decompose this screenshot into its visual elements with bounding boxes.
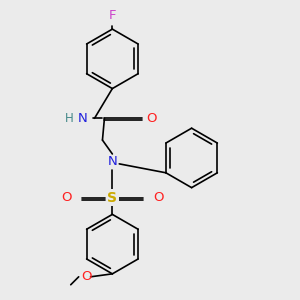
Text: O: O [81,270,92,283]
Text: O: O [153,191,164,204]
Text: H: H [64,112,73,125]
Text: O: O [146,112,157,125]
Text: N: N [107,155,117,168]
Text: N: N [78,112,88,125]
Text: O: O [61,191,72,204]
Text: F: F [109,9,116,22]
Text: S: S [107,190,117,205]
